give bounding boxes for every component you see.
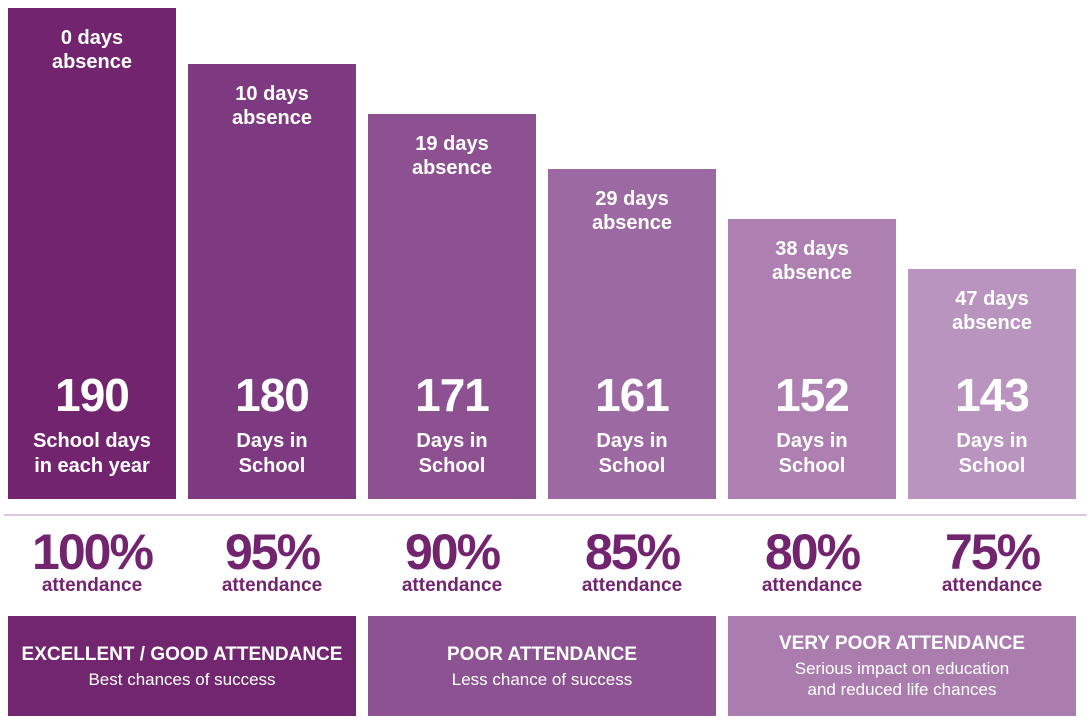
value-label: Days in School <box>236 430 308 477</box>
band-title: POOR ATTENDANCE <box>447 643 637 665</box>
attendance-word: attendance <box>941 575 1043 596</box>
tick-label: 80% <box>764 524 861 580</box>
value-label: School days in each year <box>33 430 151 477</box>
band-title: EXCELLENT / GOOD ATTENDANCE <box>21 643 343 665</box>
bar: 38 days absence 152 Days in School <box>728 219 896 499</box>
bar: 19 days absence 171 Days in School <box>368 114 536 499</box>
data-label: 161 <box>595 369 670 421</box>
data-label: 190 <box>55 369 130 421</box>
band-subtitle: Best chances of success <box>88 669 276 689</box>
divider <box>4 514 1087 516</box>
bar: 47 days absence 143 Days in School <box>908 269 1076 499</box>
tick-label: 75% <box>944 524 1041 580</box>
bar: 0 days absence 190 School days in each yea… <box>8 8 176 499</box>
data-label: 171 <box>415 369 490 421</box>
attendance-word: attendance <box>761 575 863 596</box>
attendance-percent: 85% attendance <box>548 524 716 596</box>
tick-label: 95% <box>224 524 321 580</box>
value-label: Days in School <box>956 430 1028 477</box>
absence-label: 29 days absence <box>591 188 673 234</box>
value-label: Days in School <box>776 430 848 477</box>
bar: 29 days absence 161 Days in School <box>548 169 716 499</box>
bar: 10 days absence 180 Days in School <box>188 64 356 499</box>
tick-label: 85% <box>584 524 681 580</box>
attendance-percent: 90% attendance <box>368 524 536 596</box>
attendance-percent: 100% attendance <box>8 524 176 596</box>
data-label: 180 <box>235 369 310 421</box>
absence-label: 47 days absence <box>951 288 1033 334</box>
value-label: Days in School <box>596 430 668 477</box>
absence-label: 0 days absence <box>51 27 133 73</box>
band-poor: POOR ATTENDANCE Less chance of success <box>368 616 716 716</box>
band-subtitle: Less chance of success <box>451 669 633 689</box>
attendance-percent: 80% attendance <box>728 524 896 596</box>
attendance-percent: 95% attendance <box>188 524 356 596</box>
band-very-poor: VERY POOR ATTENDANCE Serious impact on e… <box>728 616 1076 716</box>
band-subtitle: Serious impact on education and reduced … <box>794 659 1010 699</box>
data-label: 152 <box>775 369 850 421</box>
data-label: 143 <box>955 369 1030 421</box>
attendance-word: attendance <box>221 575 323 596</box>
absence-label: 38 days absence <box>771 238 853 284</box>
attendance-percent: 75% attendance <box>908 524 1076 596</box>
absence-label: 19 days absence <box>411 133 493 179</box>
tick-label: 100% <box>32 524 154 580</box>
band-excellent: EXCELLENT / GOOD ATTENDANCE Best chances… <box>8 616 356 716</box>
value-label: Days in School <box>416 430 488 477</box>
tick-label: 90% <box>404 524 501 580</box>
band-title: VERY POOR ATTENDANCE <box>779 633 1025 654</box>
attendance-word: attendance <box>581 575 683 596</box>
attendance-word: attendance <box>41 575 143 596</box>
attendance-word: attendance <box>401 575 503 596</box>
absence-label: 10 days absence <box>231 83 313 129</box>
